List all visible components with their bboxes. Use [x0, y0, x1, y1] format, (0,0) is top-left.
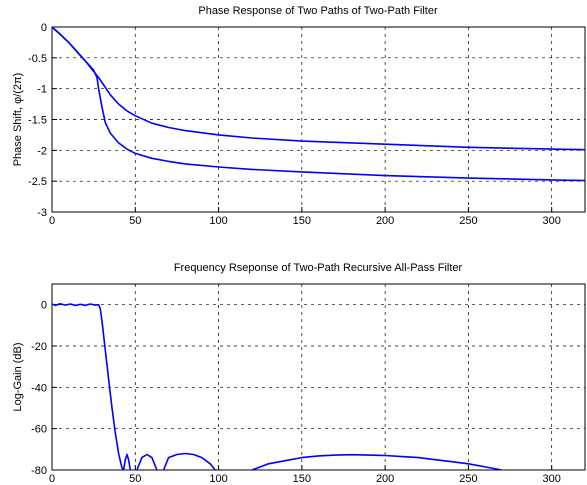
phase-response-chart: Phase Response of Two Paths of Two-Path …	[12, 5, 586, 227]
phase-chart-title: Phase Response of Two Paths of Two-Path …	[198, 5, 438, 17]
frequency-series-line-2	[122, 453, 132, 471]
frequency-y-tick-label: -80	[31, 465, 47, 477]
phase-ticks: 0 50 100 150 200 250 300 0 -0.5 -1 -1.5 -2 -2.5 -3	[28, 22, 561, 227]
frequency-x-tick-label: 100	[209, 473, 227, 485]
frequency-y-tick-label: 0	[41, 300, 47, 312]
phase-x-tick-label: 250	[459, 215, 477, 227]
phase-series-line-2	[51, 26, 586, 182]
phase-y-tick-label: -3	[37, 207, 47, 219]
frequency-x-tick-label: 50	[129, 473, 141, 485]
phase-series	[51, 26, 586, 182]
phase-y-axis-label: Phase Shift, φ/(2π)	[12, 73, 24, 167]
frequency-y-tick-label: -60	[31, 424, 47, 436]
frequency-x-tick-label: 200	[376, 473, 394, 485]
frequency-response-chart: Frequency Rseponse of Two-Path Recursive…	[12, 262, 586, 485]
phase-x-tick-label: 300	[543, 215, 561, 227]
frequency-x-tick-label: 300	[543, 473, 561, 485]
phase-x-tick-label: 0	[49, 215, 55, 227]
frequency-y-tick-label: -40	[31, 382, 47, 394]
frequency-ticks: 0 50 100 150 200 250 300 0 -20 -40 -60 -80	[31, 300, 561, 485]
phase-x-tick-label: 200	[376, 215, 394, 227]
frequency-grid	[52, 284, 585, 470]
frequency-chart-title: Frequency Rseponse of Two-Path Recursive…	[174, 262, 463, 274]
frequency-y-axis-label: Log-Gain (dB)	[12, 342, 24, 411]
frequency-series-line-3	[136, 453, 158, 471]
frequency-plot-area	[51, 283, 586, 471]
phase-y-tick-label: -0.5	[28, 53, 47, 65]
frequency-series	[51, 302, 502, 471]
phase-y-tick-label: -1.5	[28, 115, 47, 127]
frequency-x-tick-label: 150	[293, 473, 311, 485]
frequency-series-line-4	[162, 452, 216, 471]
frequency-x-tick-label: 250	[459, 473, 477, 485]
phase-y-tick-label: -2	[37, 145, 47, 157]
phase-y-tick-label: -2.5	[28, 176, 47, 188]
frequency-x-tick-label: 0	[49, 473, 55, 485]
phase-x-tick-label: 150	[293, 215, 311, 227]
phase-y-tick-label: 0	[41, 22, 47, 34]
frequency-series-line-1	[51, 302, 125, 471]
frequency-y-tick-label: -20	[31, 341, 47, 353]
frequency-series-line-5	[251, 453, 502, 471]
phase-x-tick-label: 50	[129, 215, 141, 227]
phase-grid	[52, 27, 585, 212]
phase-x-tick-label: 100	[209, 215, 227, 227]
phase-y-tick-label: -1	[37, 84, 47, 96]
